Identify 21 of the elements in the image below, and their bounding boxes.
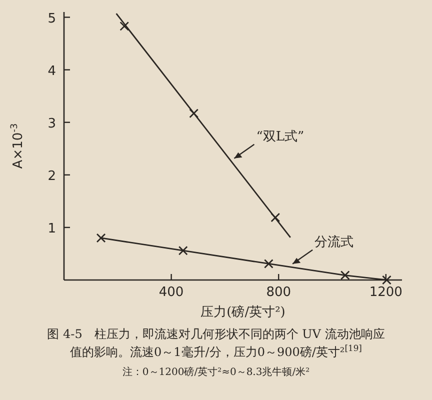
caption: 图 4-5 柱压力，即流速对几何形状不同的两个 UV 流动池响应: [47, 327, 385, 341]
y-tick-label: 2: [48, 168, 56, 184]
x-tick-label: 400: [158, 285, 184, 300]
x-tick-label: 1200: [369, 285, 402, 300]
series-label: 分流式: [314, 234, 354, 250]
point: [270, 212, 280, 222]
x-tick-label: 800: [266, 285, 292, 300]
y-tick-label: 4: [48, 64, 56, 79]
point: [96, 233, 106, 243]
text: 注：0～1200磅/英寸²≈0～8.3兆牛顿/米²: [122, 366, 310, 378]
y-tick-label: 5: [48, 11, 56, 26]
y-tick-label: 3: [48, 116, 56, 132]
point: [189, 108, 199, 118]
text: “双L式”: [256, 129, 304, 144]
point: [178, 246, 188, 256]
x-axis-title: 压力(磅/英寸²): [200, 305, 286, 320]
point: [264, 259, 274, 268]
point: [120, 21, 130, 31]
point: [340, 270, 350, 280]
y-tick-label: 1: [48, 221, 56, 236]
text: 值的影响。流速0～1毫升/分，压力0～900磅/英寸²$^{[19]}$: [70, 343, 362, 359]
